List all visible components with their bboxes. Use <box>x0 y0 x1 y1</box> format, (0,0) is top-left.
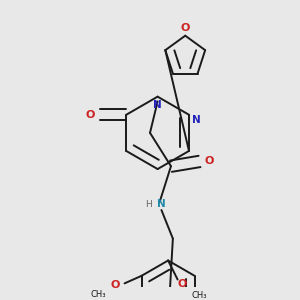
Text: CH₃: CH₃ <box>90 290 106 299</box>
Text: O: O <box>110 280 120 290</box>
Text: O: O <box>181 23 190 33</box>
Text: O: O <box>178 279 187 289</box>
Text: CH₃: CH₃ <box>192 291 207 300</box>
Text: N: N <box>157 199 166 209</box>
Text: N: N <box>153 100 162 110</box>
Text: H: H <box>145 200 152 209</box>
Text: N: N <box>192 115 201 124</box>
Text: O: O <box>85 110 95 120</box>
Text: O: O <box>204 156 214 167</box>
